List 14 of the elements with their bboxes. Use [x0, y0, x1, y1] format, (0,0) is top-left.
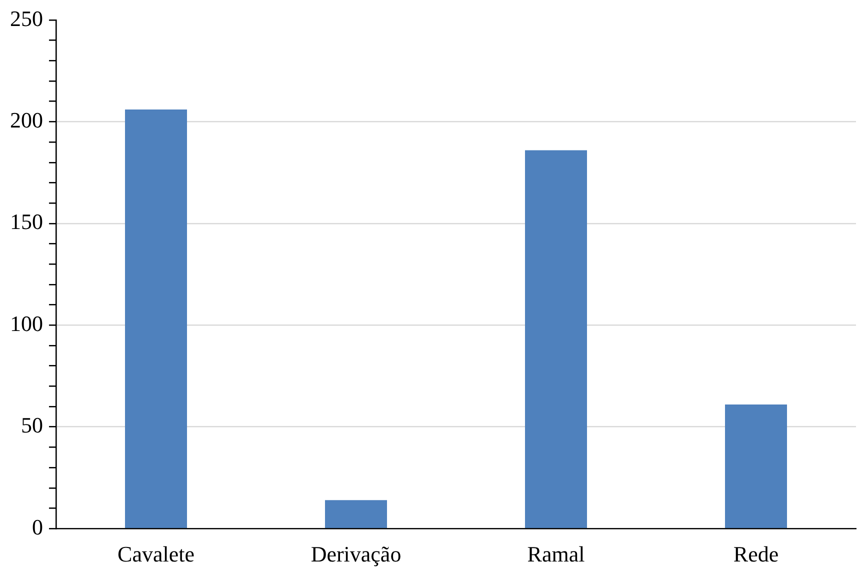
x-tick-label: Ramal: [527, 542, 585, 567]
bar: [325, 500, 387, 528]
x-tick-label: Cavalete: [118, 542, 194, 567]
y-tick-label: 100: [10, 310, 43, 336]
bar: [125, 110, 187, 528]
bar: [725, 404, 787, 528]
x-tick-label: Rede: [733, 542, 779, 567]
y-tick-label: 250: [10, 6, 43, 31]
y-tick-label: 50: [21, 412, 43, 438]
y-tick-label: 150: [10, 209, 43, 234]
x-tick-label: Derivação: [310, 542, 402, 567]
y-tick-label: 0: [32, 514, 43, 540]
bar: [525, 150, 587, 528]
y-tick-label: 200: [10, 108, 43, 132]
